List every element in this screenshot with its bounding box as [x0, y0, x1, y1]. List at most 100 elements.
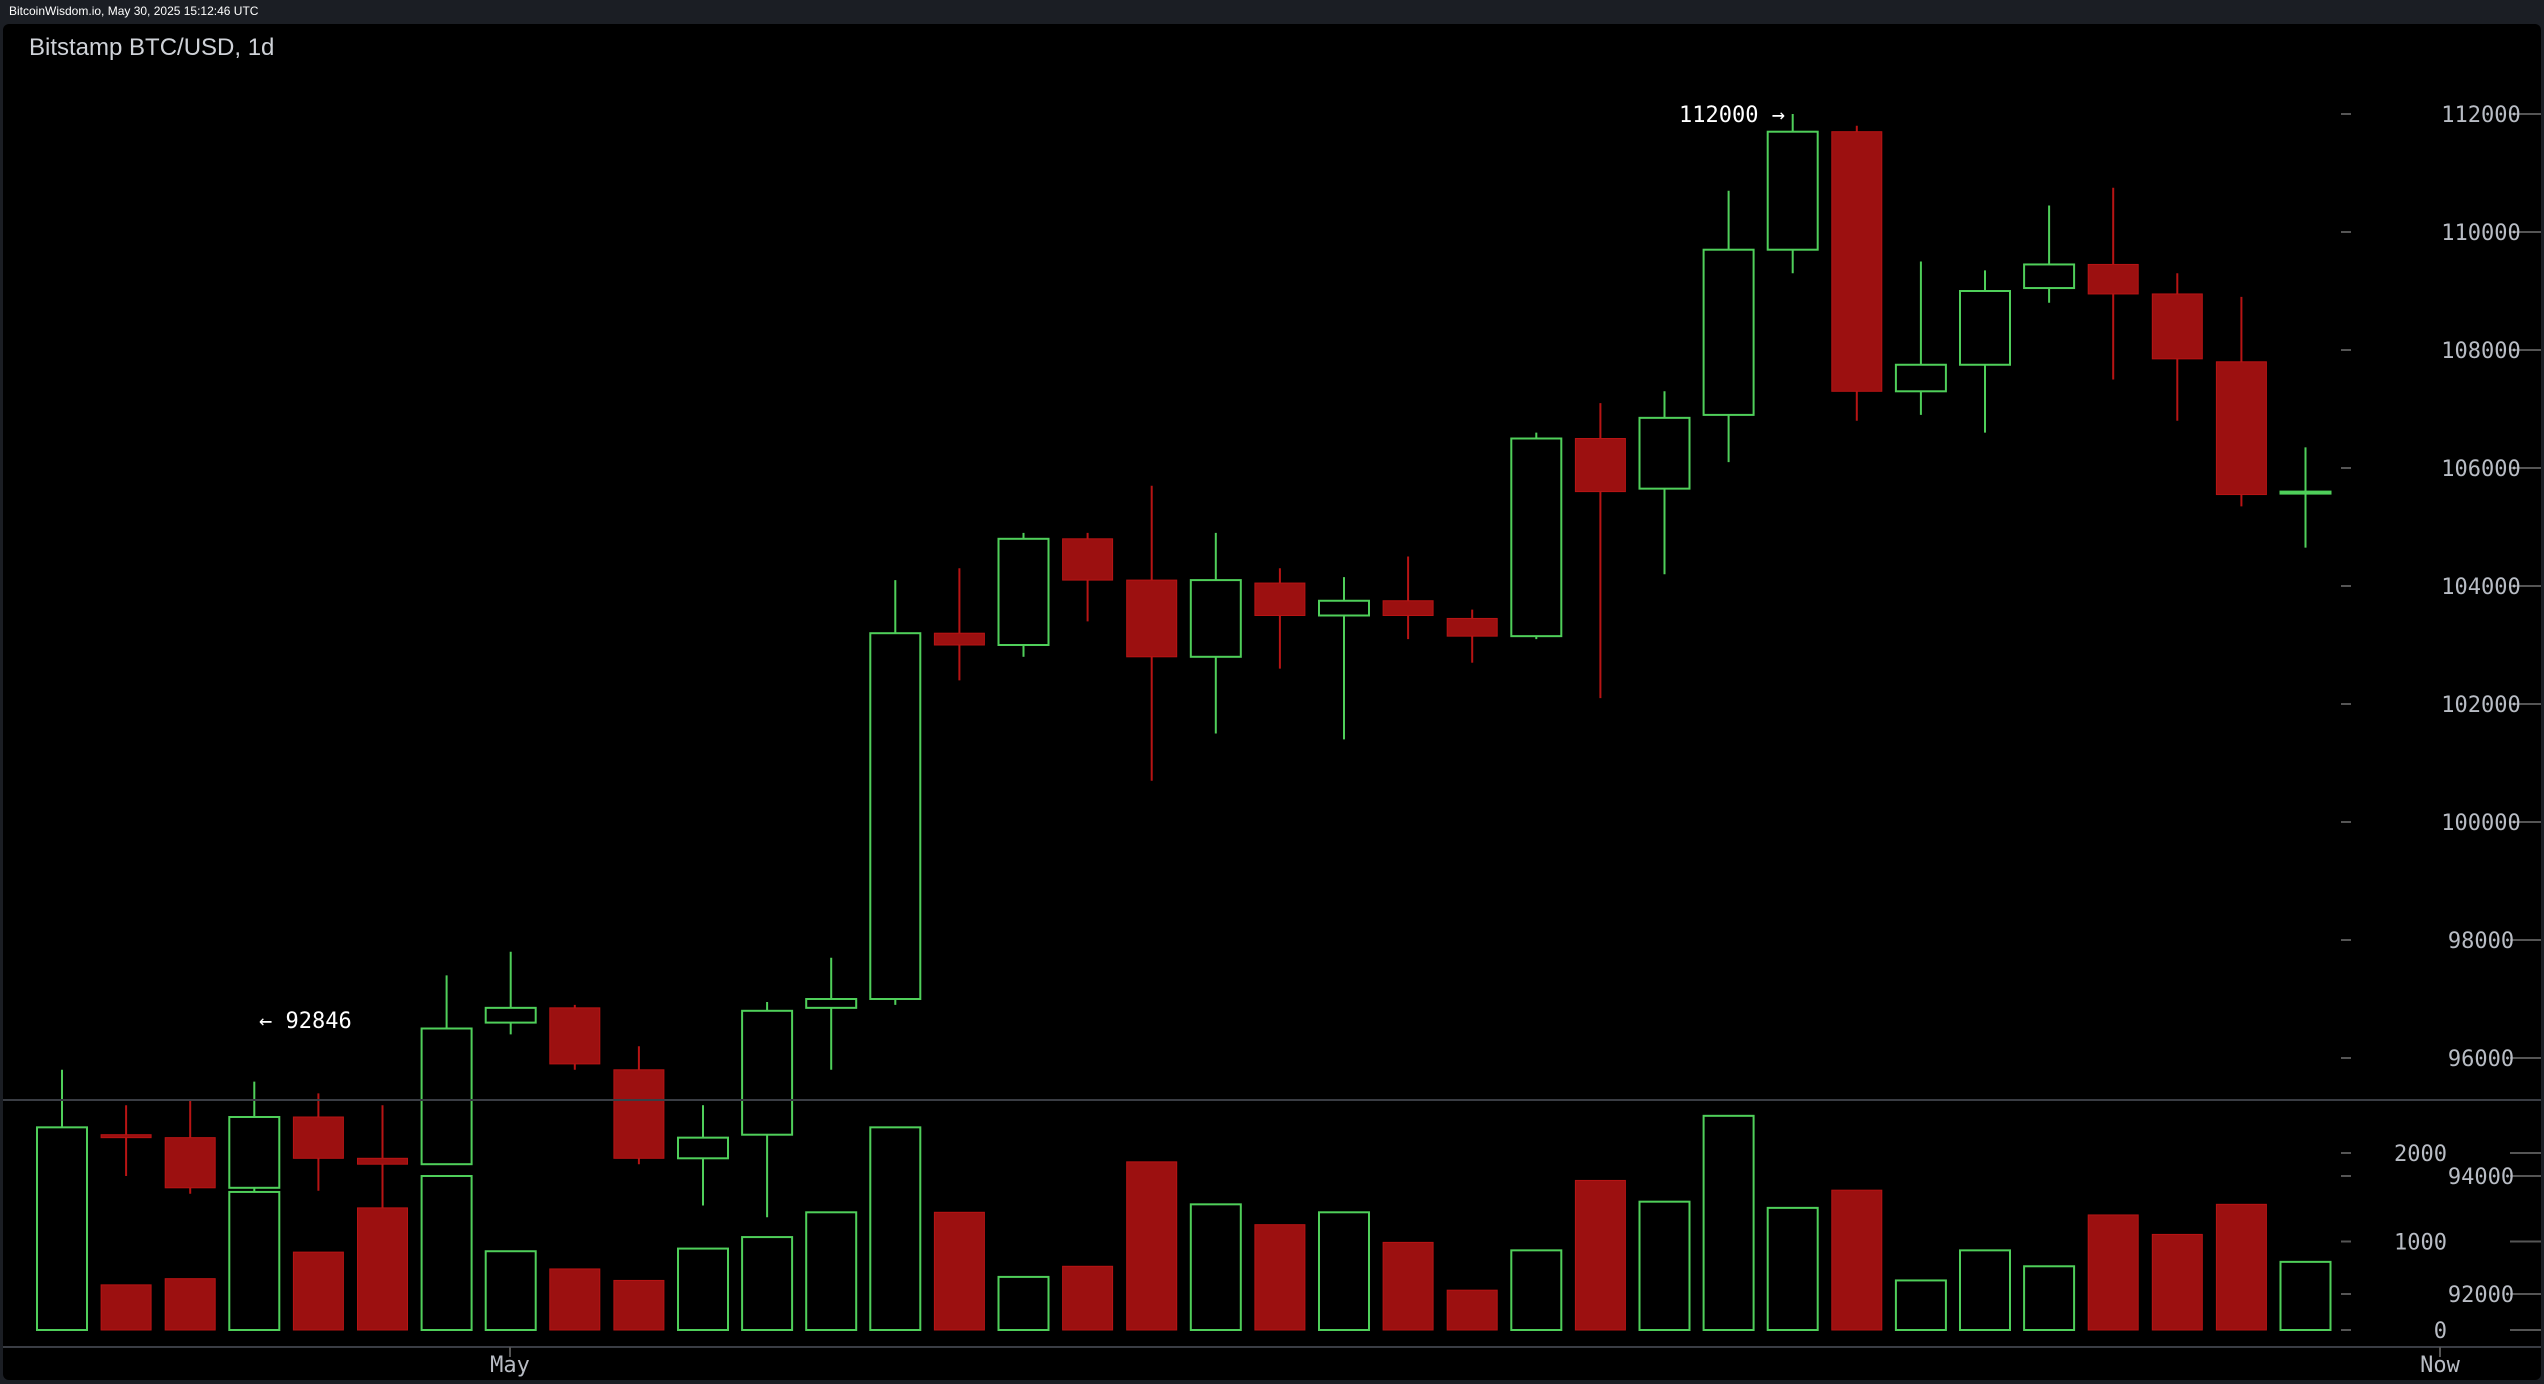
price-tick-label: 94000: [2448, 1165, 2514, 1190]
candle-body: [1189, 579, 1242, 658]
volume-bar[interactable]: [1831, 1189, 1883, 1331]
volume-bar[interactable]: [420, 1175, 473, 1332]
candle[interactable]: [1062, 532, 1114, 622]
candle[interactable]: [1510, 432, 1563, 640]
candle[interactable]: [164, 1099, 216, 1194]
top-bar: BitcoinWisdom.io, May 30, 2025 15:12:46 …: [0, 0, 2544, 24]
volume-bar[interactable]: [1189, 1203, 1242, 1331]
volume-bar[interactable]: [1702, 1114, 1755, 1331]
candle[interactable]: [869, 580, 922, 1005]
volume-bar[interactable]: [228, 1190, 281, 1331]
volume-bar[interactable]: [2279, 1260, 2332, 1331]
candle-body: [1638, 416, 1691, 490]
volume-bar[interactable]: [2087, 1214, 2139, 1331]
volume-bar[interactable]: [2215, 1203, 2267, 1331]
volume-bar[interactable]: [741, 1236, 794, 1331]
candle[interactable]: [1126, 485, 1178, 781]
volume-bar[interactable]: [36, 1126, 88, 1331]
volume-bar[interactable]: [1766, 1206, 1819, 1331]
candle-body: [1702, 248, 1755, 416]
candle[interactable]: [933, 568, 985, 681]
volume-bar[interactable]: [292, 1251, 344, 1331]
candle[interactable]: [613, 1046, 665, 1165]
price-tick-label: 96000: [2448, 1047, 2514, 1072]
price-tick-label: 98000: [2448, 929, 2514, 954]
price-tick-label: 112000: [2441, 103, 2520, 128]
candle-body: [292, 1116, 344, 1159]
candle[interactable]: [1959, 270, 2011, 433]
volume-bar[interactable]: [1126, 1161, 1178, 1331]
candle-body: [549, 1007, 601, 1065]
volume-bar[interactable]: [1446, 1289, 1498, 1331]
volume-bar[interactable]: [1254, 1224, 1306, 1331]
volume-bar[interactable]: [484, 1250, 537, 1331]
candle[interactable]: [2023, 205, 2076, 303]
volume-bar[interactable]: [2151, 1233, 2203, 1331]
candle[interactable]: [484, 951, 537, 1035]
volume-bar[interactable]: [549, 1268, 601, 1331]
candle-body: [1126, 579, 1178, 658]
volume-bar[interactable]: [933, 1211, 985, 1331]
candle-body: [2279, 490, 2332, 495]
volume-bar[interactable]: [2023, 1265, 2076, 1332]
volume-bar[interactable]: [1959, 1249, 2011, 1331]
volume-bar[interactable]: [1574, 1179, 1626, 1331]
volume-bar[interactable]: [100, 1284, 152, 1331]
volume-bar[interactable]: [1318, 1211, 1370, 1332]
x-tick-label-now: Now: [2420, 1353, 2460, 1378]
volume-bar[interactable]: [869, 1126, 922, 1331]
price-tick-label: 104000: [2441, 575, 2520, 600]
price-tick-label: 108000: [2441, 339, 2520, 364]
volume-bar[interactable]: [164, 1278, 216, 1331]
volume-bar[interactable]: [1062, 1265, 1114, 1331]
volume-bar[interactable]: [1894, 1279, 1947, 1331]
candle-body: [2023, 263, 2076, 290]
candle-body: [1574, 438, 1626, 493]
candle-body: [933, 632, 985, 646]
candle-body: [484, 1006, 537, 1024]
candle[interactable]: [1254, 568, 1306, 669]
candle[interactable]: [1382, 556, 1434, 640]
candle[interactable]: [2087, 187, 2139, 380]
candle[interactable]: [805, 957, 858, 1070]
chart-title: Bitstamp BTC/USD, 1d: [29, 34, 275, 61]
candle[interactable]: [1766, 114, 1819, 274]
candle[interactable]: [1894, 261, 1947, 415]
candle[interactable]: [420, 975, 473, 1166]
x-tick-label-may: May: [490, 1353, 530, 1378]
candle[interactable]: [997, 532, 1050, 657]
candle[interactable]: [2151, 273, 2203, 421]
volume-bar[interactable]: [1382, 1241, 1434, 1331]
chart-svg[interactable]: 112000 110000 108000 106000 104000 102000 1000…: [3, 24, 2541, 1380]
candle[interactable]: [100, 1105, 152, 1176]
volume-bar[interactable]: [1510, 1249, 1563, 1331]
candle[interactable]: [1574, 403, 1626, 699]
volume-bar[interactable]: [997, 1275, 1050, 1332]
candle[interactable]: [2279, 447, 2332, 548]
volume-bar[interactable]: [677, 1247, 729, 1331]
volume-bar[interactable]: [1638, 1200, 1691, 1332]
candle[interactable]: [1189, 532, 1242, 734]
candle-body: [1446, 617, 1498, 637]
chart-area[interactable]: 112000 110000 108000 106000 104000 102000 1000…: [3, 24, 2541, 1380]
candle-body: [613, 1069, 665, 1159]
volume-tick-label: 2000: [2394, 1142, 2447, 1167]
volume-bar[interactable]: [805, 1211, 858, 1332]
candle-body: [1831, 131, 1883, 392]
volume-bar[interactable]: [613, 1279, 665, 1331]
candle[interactable]: [1446, 609, 1498, 663]
candle[interactable]: [1638, 391, 1691, 575]
candle[interactable]: [1831, 125, 1883, 421]
candle[interactable]: [292, 1093, 344, 1191]
candle-body: [869, 632, 922, 1000]
candle-body: [1382, 600, 1434, 616]
candle[interactable]: [1318, 577, 1370, 740]
candle[interactable]: [677, 1105, 729, 1206]
candle[interactable]: [741, 1001, 794, 1218]
candle[interactable]: [1702, 190, 1755, 463]
candle[interactable]: [2215, 296, 2267, 507]
candle-body: [100, 1134, 152, 1139]
volume-bar[interactable]: [357, 1207, 408, 1331]
candle[interactable]: [549, 1004, 601, 1070]
candle[interactable]: [228, 1081, 281, 1245]
